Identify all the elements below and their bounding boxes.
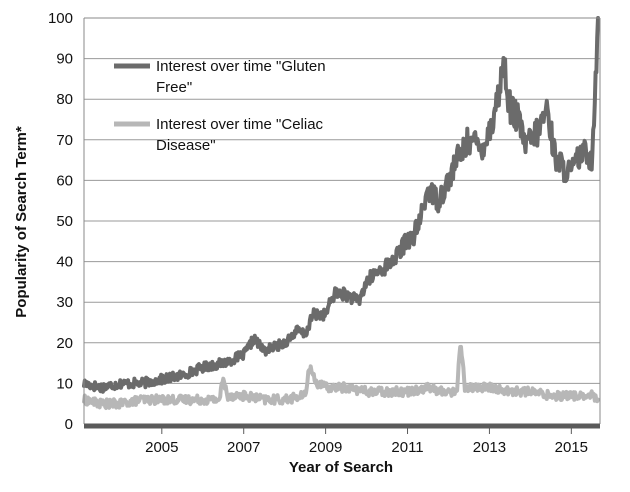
x-tick-label: 2009 bbox=[309, 439, 342, 456]
y-tick-label: 20 bbox=[56, 335, 73, 352]
y-tick-label: 50 bbox=[56, 213, 73, 230]
legend-label: Interest over time "Celiac bbox=[156, 116, 324, 133]
legend: Interest over time "Gluten Free" Interest … bbox=[114, 58, 326, 154]
y-tick-label: 80 bbox=[56, 91, 73, 108]
y-tick-label: 10 bbox=[56, 375, 73, 392]
y-axis-title: Popularity of Search Term* bbox=[13, 126, 30, 318]
legend-label: Disease" bbox=[156, 137, 216, 154]
x-tick-label: 2013 bbox=[473, 439, 506, 456]
y-tick-label: 0 bbox=[65, 416, 73, 433]
axes: 0 10 20 30 40 50 60 70 80 90 100 2005 2007 2009 2011 20… bbox=[48, 10, 601, 456]
legend-label: Interest over time "Gluten bbox=[156, 58, 326, 75]
y-tick-label: 40 bbox=[56, 254, 73, 271]
x-tick-label: 2005 bbox=[145, 439, 178, 456]
legend-label: Free" bbox=[156, 79, 192, 96]
y-tick-label: 90 bbox=[56, 51, 73, 68]
y-tick-label: 30 bbox=[56, 294, 73, 311]
series-lines bbox=[82, 16, 600, 410]
x-tick-label: 2015 bbox=[555, 439, 588, 456]
x-tick-label: 2011 bbox=[391, 439, 423, 456]
y-tick-label: 70 bbox=[56, 132, 73, 149]
series-line-gluten-free bbox=[82, 16, 600, 394]
x-tick-label: 2007 bbox=[227, 439, 260, 456]
x-axis-title: Year of Search bbox=[289, 459, 393, 476]
y-tick-label: 60 bbox=[56, 172, 73, 189]
y-tick-label: 100 bbox=[48, 10, 73, 27]
series-line-celiac-disease bbox=[82, 344, 600, 410]
